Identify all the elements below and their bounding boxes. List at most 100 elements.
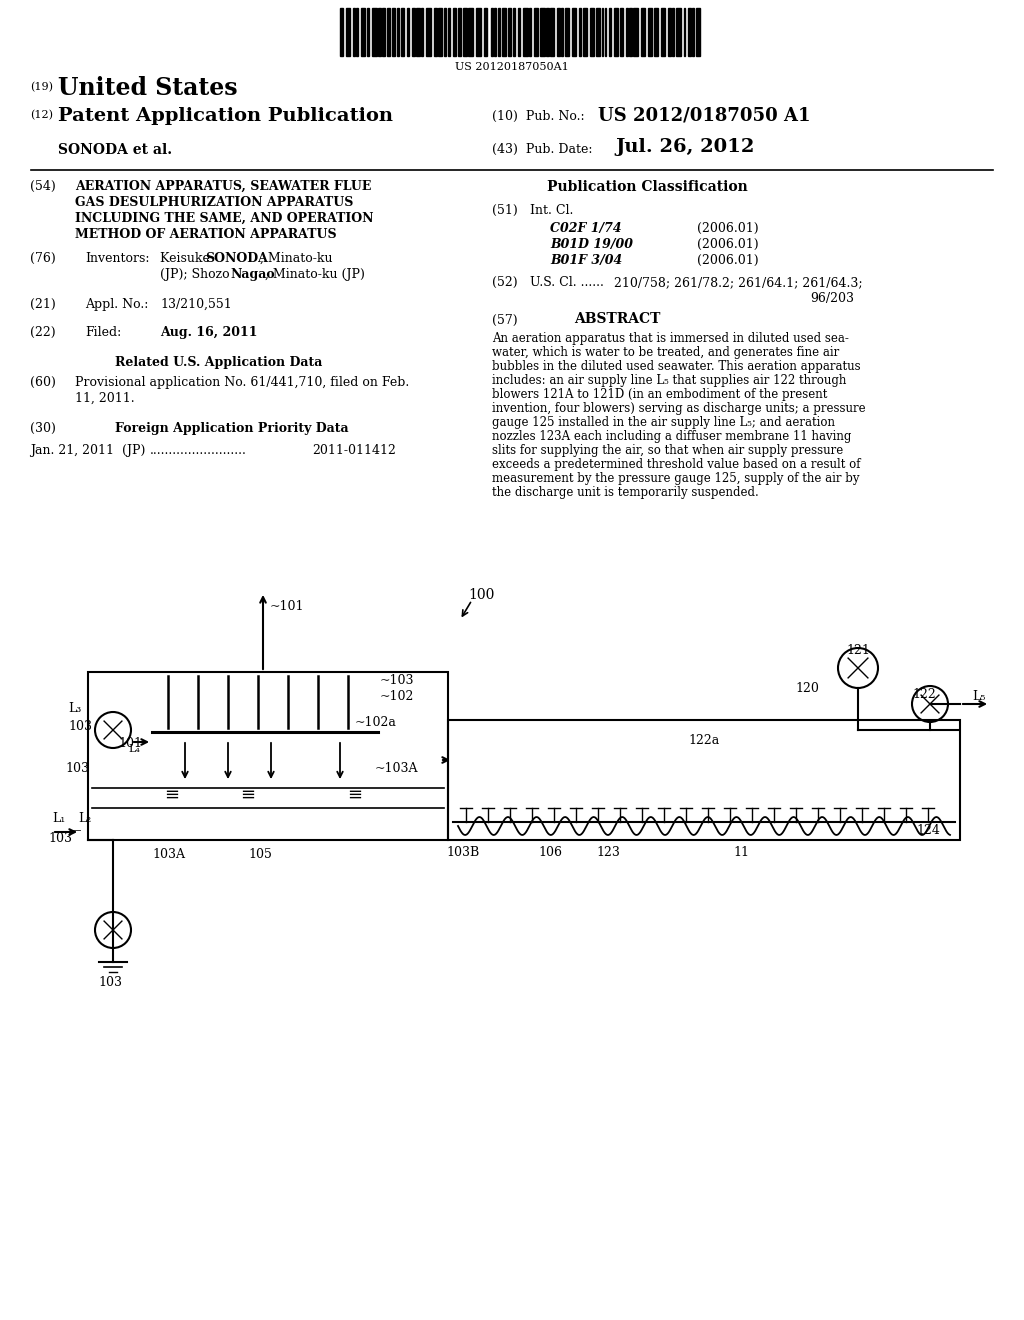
- Text: water, which is water to be treated, and generates fine air: water, which is water to be treated, and…: [492, 346, 840, 359]
- Bar: [434, 8, 437, 55]
- Bar: [352, 8, 354, 55]
- Text: (10)  Pub. No.:: (10) Pub. No.:: [492, 110, 585, 123]
- Bar: [584, 8, 588, 55]
- Bar: [498, 8, 501, 55]
- Bar: [688, 8, 691, 55]
- Bar: [416, 8, 420, 55]
- Bar: [692, 8, 694, 55]
- Text: US 20120187050A1: US 20120187050A1: [455, 62, 569, 73]
- Bar: [596, 8, 600, 55]
- Bar: [696, 8, 700, 55]
- Bar: [494, 8, 496, 55]
- Text: 103: 103: [48, 832, 72, 845]
- Bar: [550, 8, 554, 55]
- Text: Foreign Application Priority Data: Foreign Application Priority Data: [115, 422, 348, 436]
- Text: ~103: ~103: [380, 675, 415, 686]
- Text: L₅: L₅: [972, 690, 985, 704]
- Bar: [508, 8, 511, 55]
- Text: (12): (12): [30, 110, 53, 120]
- Bar: [426, 8, 431, 55]
- Text: U.S. Cl. ......: U.S. Cl. ......: [530, 276, 604, 289]
- Bar: [458, 8, 461, 55]
- Text: AERATION APPARATUS, SEAWATER FLUE: AERATION APPARATUS, SEAWATER FLUE: [75, 180, 372, 193]
- Text: ABSTRACT: ABSTRACT: [573, 312, 660, 326]
- Bar: [669, 8, 671, 55]
- Bar: [454, 8, 456, 55]
- Text: Nagao: Nagao: [230, 268, 274, 281]
- Text: blowers 121A to 121D (in an embodiment of the present: blowers 121A to 121D (in an embodiment o…: [492, 388, 827, 401]
- Text: 103A: 103A: [152, 847, 185, 861]
- Text: 2011-011412: 2011-011412: [312, 444, 396, 457]
- Text: 210/758; 261/78.2; 261/64.1; 261/64.3;: 210/758; 261/78.2; 261/64.1; 261/64.3;: [614, 276, 862, 289]
- Bar: [641, 8, 645, 55]
- Bar: [571, 8, 577, 55]
- Bar: [677, 8, 681, 55]
- Text: SONODA et al.: SONODA et al.: [58, 143, 172, 157]
- Text: Provisional application No. 61/441,710, filed on Feb.: Provisional application No. 61/441,710, …: [75, 376, 410, 389]
- Text: 101: 101: [118, 737, 142, 750]
- Bar: [648, 8, 652, 55]
- Text: Int. Cl.: Int. Cl.: [530, 205, 573, 216]
- Text: 123: 123: [596, 846, 620, 859]
- Text: .........................: .........................: [150, 444, 247, 457]
- Bar: [382, 8, 385, 55]
- Bar: [88, 672, 449, 840]
- Bar: [444, 8, 446, 55]
- Bar: [613, 8, 618, 55]
- Text: L₃: L₃: [68, 702, 81, 715]
- Text: 103: 103: [68, 719, 92, 733]
- Text: (60): (60): [30, 376, 56, 389]
- Text: Publication Classification: Publication Classification: [547, 180, 748, 194]
- Text: L₂: L₂: [78, 812, 91, 825]
- Text: , Minato-ku (JP): , Minato-ku (JP): [265, 268, 365, 281]
- Text: ~101: ~101: [270, 601, 304, 612]
- Text: (21): (21): [30, 298, 55, 312]
- Text: 96/203: 96/203: [810, 292, 854, 305]
- Text: 11, 2011.: 11, 2011.: [75, 392, 134, 405]
- Bar: [684, 8, 685, 55]
- Text: Filed:: Filed:: [85, 326, 121, 339]
- Bar: [387, 8, 390, 55]
- Bar: [513, 8, 515, 55]
- Bar: [602, 8, 603, 55]
- Text: (2006.01): (2006.01): [697, 238, 759, 251]
- Text: 103: 103: [65, 762, 89, 775]
- Text: —: —: [68, 824, 81, 837]
- Bar: [490, 8, 493, 55]
- Text: ~102a: ~102a: [355, 715, 397, 729]
- Bar: [421, 8, 423, 55]
- Bar: [620, 8, 623, 55]
- Bar: [529, 8, 530, 55]
- Text: nozzles 123A each including a diffuser membrane 11 having: nozzles 123A each including a diffuser m…: [492, 430, 851, 444]
- Bar: [484, 8, 487, 55]
- Bar: [468, 8, 473, 55]
- Text: GAS DESULPHURIZATION APPARATUS: GAS DESULPHURIZATION APPARATUS: [75, 195, 353, 209]
- Text: 122: 122: [912, 688, 936, 701]
- Bar: [463, 8, 467, 55]
- Text: B01F 3/04: B01F 3/04: [550, 253, 623, 267]
- Text: ≡: ≡: [165, 785, 179, 804]
- Text: slits for supplying the air, so that when air supply pressure: slits for supplying the air, so that whe…: [492, 444, 843, 457]
- Bar: [609, 8, 611, 55]
- Bar: [557, 8, 560, 55]
- Text: L₁: L₁: [52, 812, 66, 825]
- Bar: [408, 8, 410, 55]
- Bar: [396, 8, 399, 55]
- Text: (43)  Pub. Date:: (43) Pub. Date:: [492, 143, 593, 156]
- Bar: [449, 719, 961, 840]
- Bar: [401, 8, 404, 55]
- Text: includes: an air supply line L₅ that supplies air 122 through: includes: an air supply line L₅ that sup…: [492, 374, 847, 387]
- Bar: [361, 8, 365, 55]
- Text: 121: 121: [846, 644, 869, 657]
- Text: (2006.01): (2006.01): [697, 253, 759, 267]
- Bar: [438, 8, 442, 55]
- Text: (JP): (JP): [122, 444, 145, 457]
- Bar: [534, 8, 538, 55]
- Text: Jan. 21, 2011: Jan. 21, 2011: [30, 444, 114, 457]
- Text: ~103A: ~103A: [375, 762, 419, 775]
- Bar: [590, 8, 594, 55]
- Text: 106: 106: [538, 846, 562, 859]
- Text: bubbles in the diluted used seawater. This aeration apparatus: bubbles in the diluted used seawater. Th…: [492, 360, 860, 374]
- Text: 13/210,551: 13/210,551: [160, 298, 231, 312]
- Text: L₄: L₄: [128, 744, 140, 754]
